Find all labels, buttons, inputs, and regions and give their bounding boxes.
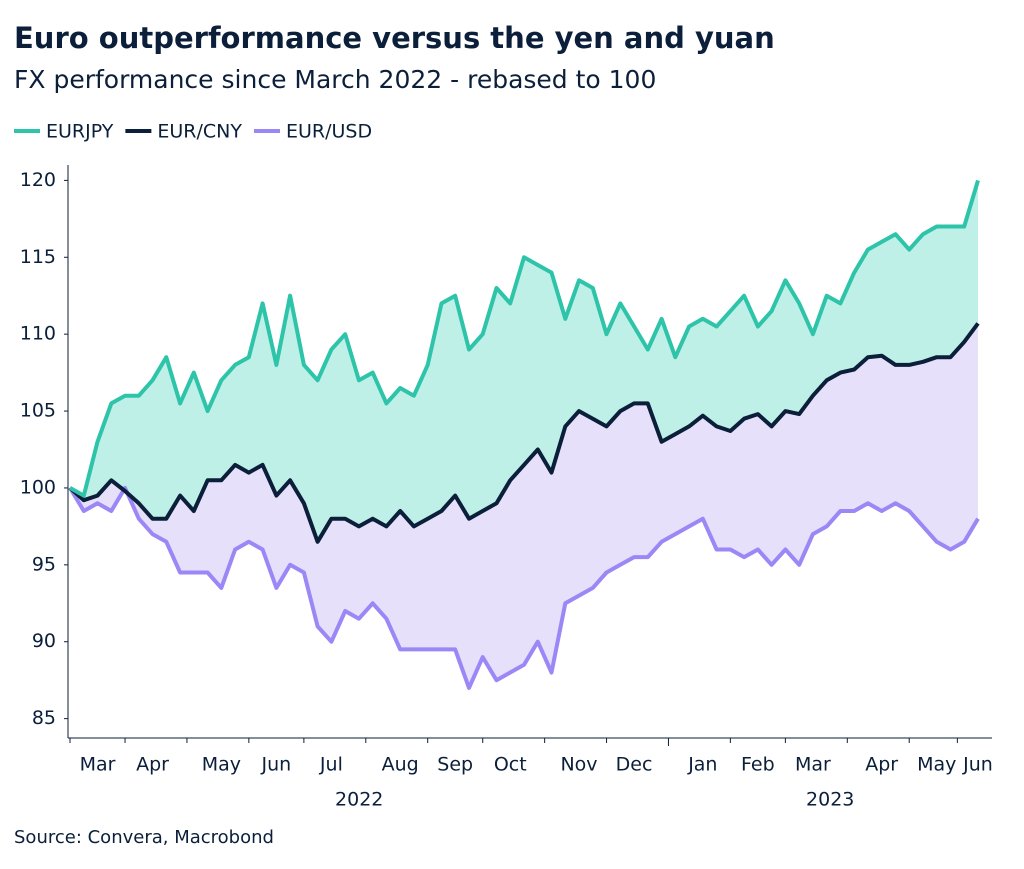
x-tick-label: Apr xyxy=(136,754,169,776)
x-tick-label: May xyxy=(917,754,956,776)
legend-label: EURJPY xyxy=(46,121,114,143)
chart-title: Euro outperformance versus the yen and y… xyxy=(14,21,775,55)
y-tick-label: 115 xyxy=(20,246,56,268)
x-tick-label: Nov xyxy=(560,754,597,776)
legend-label: EUR/USD xyxy=(286,121,372,143)
x-tick-label: Sep xyxy=(437,754,473,776)
x-tick-label: Jan xyxy=(687,754,717,776)
y-tick-label: 95 xyxy=(32,553,56,575)
band-fill xyxy=(70,323,978,688)
x-tick-label: Mar xyxy=(80,754,116,776)
x-tick-label: Jul xyxy=(319,754,343,776)
band-fill xyxy=(70,180,978,542)
series-line xyxy=(68,485,980,690)
source-note: Source: Convera, Macrobond xyxy=(14,827,274,848)
x-tick-label: Oct xyxy=(494,754,527,776)
y-tick-label: 105 xyxy=(20,400,56,422)
x-tick-label: Feb xyxy=(741,754,775,776)
x-tick-label: Apr xyxy=(865,754,898,776)
band-fills xyxy=(70,180,978,688)
y-tick-label: 90 xyxy=(32,630,56,652)
series-line xyxy=(69,179,980,498)
y-tick-label: 85 xyxy=(32,707,56,729)
x-tick-label: May xyxy=(202,754,241,776)
year-label: 2022 xyxy=(335,789,383,811)
x-tick-label: Dec xyxy=(616,754,653,776)
y-tick-label: 110 xyxy=(20,323,56,345)
year-label: 2023 xyxy=(806,789,854,811)
x-tick-label: Mar xyxy=(795,754,831,776)
x-tick-label: Jun xyxy=(962,754,993,776)
chart-subtitle: FX performance since March 2022 - rebase… xyxy=(14,65,656,94)
series-line xyxy=(68,322,980,544)
x-tick-label: Jun xyxy=(261,754,292,776)
x-tick-label: Aug xyxy=(382,754,419,776)
y-tick-label: 100 xyxy=(20,476,56,498)
y-tick-label: 120 xyxy=(20,169,56,191)
legend-label: EUR/CNY xyxy=(157,121,242,143)
